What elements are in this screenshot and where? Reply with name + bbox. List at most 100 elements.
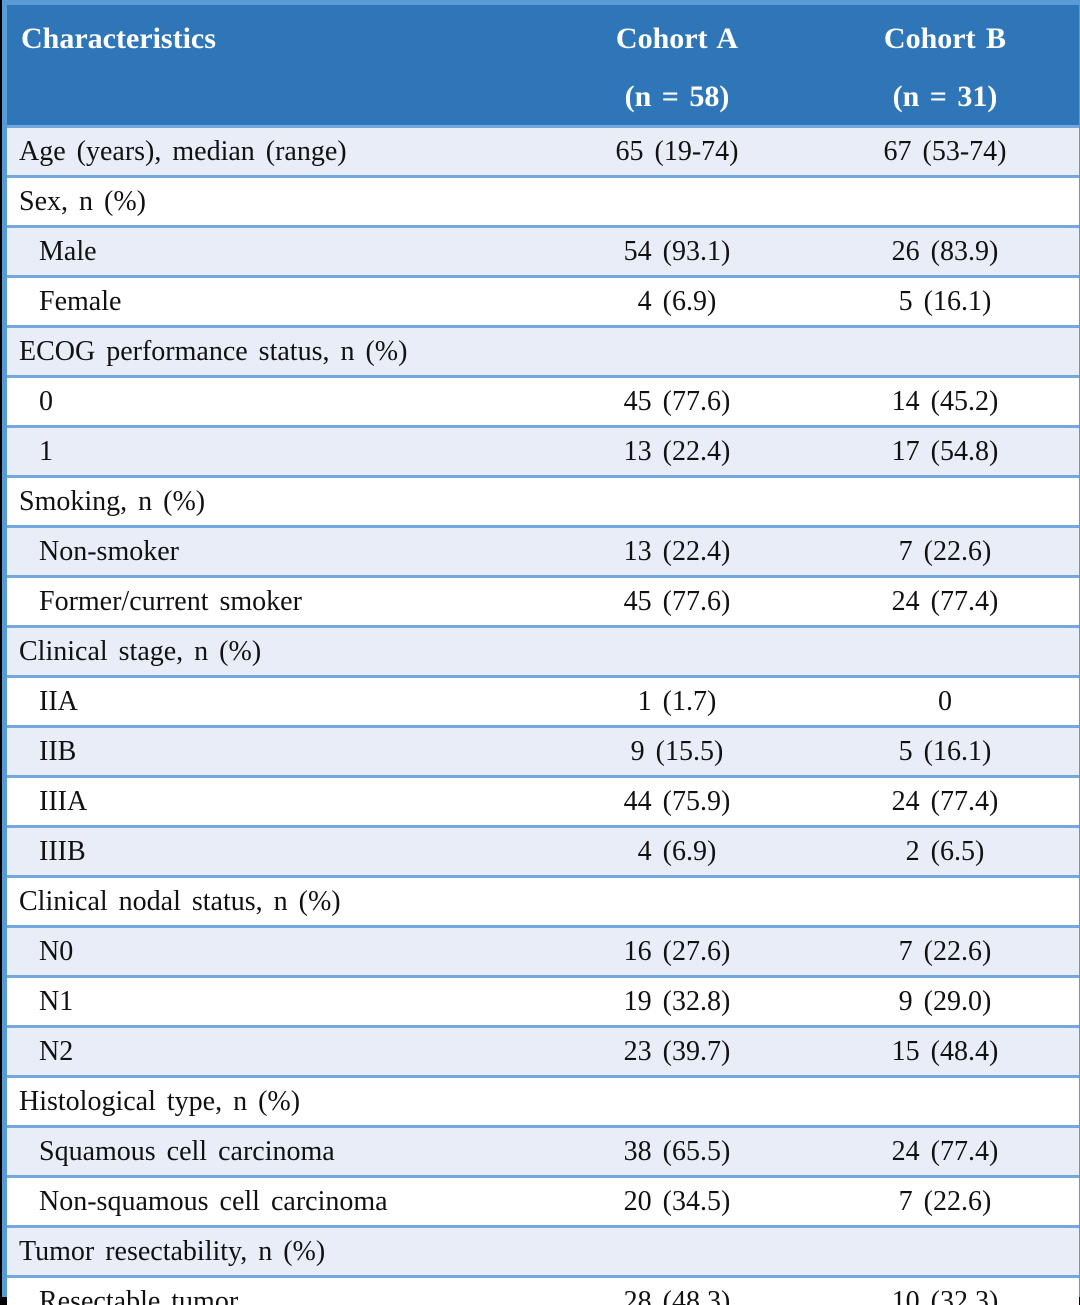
cohort-b-value: 26 (83.9) <box>811 228 1079 278</box>
cohort-a-title: Cohort A <box>615 22 739 55</box>
header-cohort-a: Cohort A (n = 58) <box>543 5 811 128</box>
row-label: 0 <box>7 378 543 428</box>
table-row: Clinical nodal status, n (%) <box>7 878 1079 928</box>
cohort-a-value: 4 (6.9) <box>543 828 811 878</box>
cohort-a-value <box>543 478 811 528</box>
cohort-a-value: 16 (27.6) <box>543 928 811 978</box>
table-row: IIIA 44 (75.9) 24 (77.4) <box>7 778 1079 828</box>
cohort-b-value: 15 (48.4) <box>811 1028 1079 1078</box>
table-row: Non-smoker 13 (22.4) 7 (22.6) <box>7 528 1079 578</box>
table-row: Clinical stage, n (%) <box>7 628 1079 678</box>
cohort-b-value: 2 (6.5) <box>811 828 1079 878</box>
table-row: N1 19 (32.8) 9 (29.0) <box>7 978 1079 1028</box>
row-label: Male <box>7 228 543 278</box>
table-row: Histological type, n (%) <box>7 1078 1079 1128</box>
table-row: N0 16 (27.6) 7 (22.6) <box>7 928 1079 978</box>
cohort-a-value: 9 (15.5) <box>543 728 811 778</box>
cohort-a-value <box>543 878 811 928</box>
cohort-b-value <box>811 478 1079 528</box>
header-cohort-b: Cohort B (n = 31) <box>811 5 1079 128</box>
row-label: 1 <box>7 428 543 478</box>
row-label: Female <box>7 278 543 328</box>
row-label: Clinical stage, n (%) <box>7 628 543 678</box>
cohort-b-value: 10 (32.3) <box>811 1278 1079 1305</box>
cohort-a-value <box>543 1078 811 1128</box>
cohort-b-value <box>811 628 1079 678</box>
cohort-a-value: 23 (39.7) <box>543 1028 811 1078</box>
cohort-b-value: 7 (22.6) <box>811 928 1079 978</box>
cohort-a-value: 38 (65.5) <box>543 1128 811 1178</box>
cohort-b-title: Cohort B <box>883 22 1007 55</box>
row-label: Smoking, n (%) <box>7 478 543 528</box>
row-label: N2 <box>7 1028 543 1078</box>
cohort-b-value: 9 (29.0) <box>811 978 1079 1028</box>
row-label: Former/current smoker <box>7 578 543 628</box>
table-row: Tumor resectability, n (%) <box>7 1228 1079 1278</box>
cohort-a-value <box>543 1228 811 1278</box>
cohort-b-value <box>811 1228 1079 1278</box>
table-row: IIIB 4 (6.9) 2 (6.5) <box>7 828 1079 878</box>
table-row: Sex, n (%) <box>7 178 1079 228</box>
cohort-b-value: 0 <box>811 678 1079 728</box>
table-row: Female 4 (6.9) 5 (16.1) <box>7 278 1079 328</box>
cohort-b-value: 67 (53-74) <box>811 128 1079 178</box>
cohort-b-value: 24 (77.4) <box>811 1128 1079 1178</box>
row-label: Non-smoker <box>7 528 543 578</box>
row-label: ECOG performance status, n (%) <box>7 328 543 378</box>
row-label: IIIB <box>7 828 543 878</box>
cohort-b-value <box>811 178 1079 228</box>
header-characteristics-label: Characteristics <box>21 22 216 55</box>
row-label: Sex, n (%) <box>7 178 543 228</box>
cohort-b-value: 5 (16.1) <box>811 278 1079 328</box>
row-label: Resectable tumor <box>7 1278 543 1305</box>
cohort-b-value: 14 (45.2) <box>811 378 1079 428</box>
cohort-b-value <box>811 1078 1079 1128</box>
table-row: Age (years), median (range) 65 (19-74) 6… <box>7 128 1079 178</box>
header-row: Characteristics Cohort A (n = 58) Cohort… <box>7 5 1079 128</box>
cohort-a-value: 19 (32.8) <box>543 978 811 1028</box>
cohort-a-value <box>543 628 811 678</box>
table-body: Age (years), median (range) 65 (19-74) 6… <box>7 128 1079 1305</box>
cohort-a-value: 20 (34.5) <box>543 1178 811 1228</box>
cohort-a-value: 44 (75.9) <box>543 778 811 828</box>
row-label: IIB <box>7 728 543 778</box>
table-row: IIB 9 (15.5) 5 (16.1) <box>7 728 1079 778</box>
cohort-a-value: 1 (1.7) <box>543 678 811 728</box>
table-row: Resectable tumor 28 (48.3) 10 (32.3) <box>7 1278 1079 1305</box>
cohort-a-value: 13 (22.4) <box>543 528 811 578</box>
characteristics-table: Characteristics Cohort A (n = 58) Cohort… <box>7 5 1079 1305</box>
cohort-a-value: 28 (48.3) <box>543 1278 811 1305</box>
cohort-a-value: 65 (19-74) <box>543 128 811 178</box>
row-label: Non-squamous cell carcinoma <box>7 1178 543 1228</box>
cohort-b-value: 24 (77.4) <box>811 778 1079 828</box>
table-row: IIA 1 (1.7) 0 <box>7 678 1079 728</box>
cohort-a-value: 4 (6.9) <box>543 278 811 328</box>
row-label: N0 <box>7 928 543 978</box>
table-row: Squamous cell carcinoma 38 (65.5) 24 (77… <box>7 1128 1079 1178</box>
cohort-a-n: (n = 58) <box>624 80 730 113</box>
cohort-b-value: 5 (16.1) <box>811 728 1079 778</box>
cohort-b-value <box>811 328 1079 378</box>
row-label: Histological type, n (%) <box>7 1078 543 1128</box>
row-label: Clinical nodal status, n (%) <box>7 878 543 928</box>
table-header: Characteristics Cohort A (n = 58) Cohort… <box>7 5 1079 128</box>
cohort-b-value: 24 (77.4) <box>811 578 1079 628</box>
row-label: N1 <box>7 978 543 1028</box>
table-row: N2 23 (39.7) 15 (48.4) <box>7 1028 1079 1078</box>
row-label: Age (years), median (range) <box>7 128 543 178</box>
cohort-b-value: 17 (54.8) <box>811 428 1079 478</box>
table-row: 1 13 (22.4) 17 (54.8) <box>7 428 1079 478</box>
cohort-b-value: 7 (22.6) <box>811 528 1079 578</box>
table-row: Smoking, n (%) <box>7 478 1079 528</box>
row-label: Squamous cell carcinoma <box>7 1128 543 1178</box>
table-row: Former/current smoker 45 (77.6) 24 (77.4… <box>7 578 1079 628</box>
table-row: Male 54 (93.1) 26 (83.9) <box>7 228 1079 278</box>
cohort-b-value <box>811 878 1079 928</box>
table-row: Non-squamous cell carcinoma 20 (34.5) 7 … <box>7 1178 1079 1228</box>
header-characteristics: Characteristics <box>7 5 543 128</box>
table-row: ECOG performance status, n (%) <box>7 328 1079 378</box>
row-label: IIIA <box>7 778 543 828</box>
table-row: 0 45 (77.6) 14 (45.2) <box>7 378 1079 428</box>
